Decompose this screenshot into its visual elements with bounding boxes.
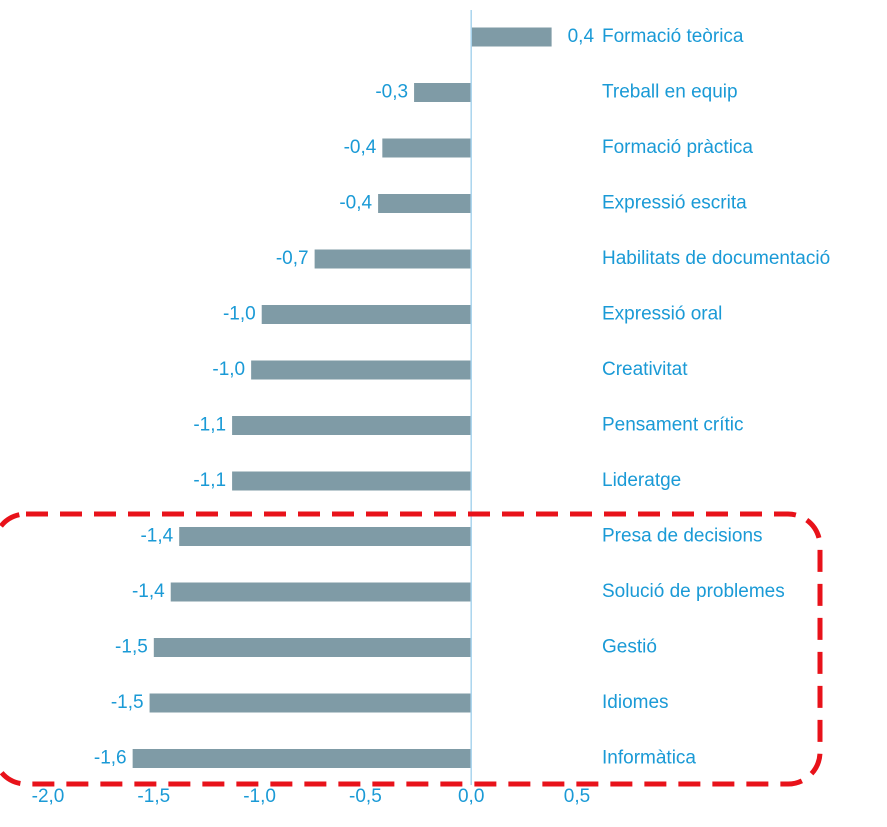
bar [314,249,472,269]
bar [378,194,472,213]
category-label: Lideratge [602,470,681,491]
category-label: Treball en equip [602,82,738,103]
category-label: Solució de problemes [602,581,785,602]
x-tick-label: -1,5 [137,786,170,807]
bar [170,582,472,602]
value-label: -1,1 [193,470,226,491]
bar [414,83,472,102]
bar [261,305,472,324]
x-tick-label: -1,0 [243,786,276,807]
value-label: -1,5 [115,637,148,658]
bar [132,749,472,768]
category-label: Gestió [602,637,657,658]
category-label: Expressió escrita [602,193,747,214]
x-tick-label: 0,0 [458,786,484,807]
value-label: 0,4 [568,26,595,47]
value-label: -0,4 [344,137,377,158]
category-label: Pensament crític [602,415,744,436]
highlight-box [0,511,823,787]
x-tick-label: -2,0 [32,786,65,807]
category-label: Informàtica [602,748,696,769]
bar [149,693,472,713]
bar [153,638,472,657]
value-label: -1,6 [94,748,127,769]
category-label: Formació teòrica [602,26,744,47]
value-label: -1,0 [223,304,256,325]
x-tick-label: 0,5 [564,786,590,807]
value-label: -1,4 [132,581,165,602]
category-label: Creativitat [602,359,688,380]
value-label: -1,0 [212,359,245,380]
value-label: -1,5 [111,692,144,713]
category-label: Presa de decisions [602,526,763,547]
category-label: Idiomes [602,692,669,713]
value-label: -0,7 [276,248,309,269]
category-label: Habilitats de documentació [602,248,830,269]
value-label: -0,3 [375,82,408,103]
bar [471,27,552,47]
category-label: Expressió oral [602,304,722,325]
bar [382,138,472,158]
bar [232,416,472,435]
bar [232,471,472,491]
value-label: -1,1 [193,415,226,436]
bar [251,360,472,380]
bar [179,527,472,546]
value-label: -1,4 [140,526,173,547]
value-label: -0,4 [339,193,372,214]
x-tick-label: -0,5 [349,786,382,807]
category-label: Formació pràctica [602,137,753,158]
